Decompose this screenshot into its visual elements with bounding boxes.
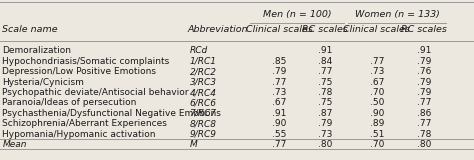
Text: 7/RC7: 7/RC7: [190, 109, 217, 118]
Text: .87: .87: [318, 109, 332, 118]
Text: RC scales: RC scales: [401, 25, 447, 34]
Text: Scale name: Scale name: [2, 25, 58, 34]
Text: .84: .84: [318, 57, 332, 66]
Text: .79: .79: [273, 67, 287, 76]
Text: .79: .79: [417, 88, 431, 97]
Text: .75: .75: [318, 78, 332, 87]
Text: .79: .79: [417, 78, 431, 87]
Text: Paranoia/Ideas of persecution: Paranoia/Ideas of persecution: [2, 98, 137, 107]
Text: Abbreviation: Abbreviation: [187, 25, 248, 34]
Text: RC scales: RC scales: [302, 25, 347, 34]
Text: .76: .76: [417, 67, 431, 76]
Text: Women (n = 133): Women (n = 133): [355, 10, 439, 19]
Text: .91: .91: [417, 46, 431, 55]
Text: M: M: [190, 140, 197, 149]
Text: .50: .50: [370, 98, 384, 107]
Text: .85: .85: [273, 57, 287, 66]
Text: .78: .78: [417, 130, 431, 139]
Text: Clinical scales: Clinical scales: [246, 25, 313, 34]
Text: .73: .73: [370, 67, 384, 76]
Text: RCd: RCd: [190, 46, 208, 55]
Text: Schizophrenia/Aberrant Experiences: Schizophrenia/Aberrant Experiences: [2, 119, 167, 128]
Text: .79: .79: [318, 119, 332, 128]
Text: .78: .78: [318, 88, 332, 97]
Text: .77: .77: [273, 78, 287, 87]
Text: .91: .91: [273, 109, 287, 118]
Text: .86: .86: [417, 109, 431, 118]
Text: Mean: Mean: [2, 140, 27, 149]
Text: .70: .70: [370, 88, 384, 97]
Text: .73: .73: [273, 88, 287, 97]
Text: .51: .51: [370, 130, 384, 139]
Text: .67: .67: [273, 98, 287, 107]
Text: Clinical scales: Clinical scales: [343, 25, 410, 34]
Text: 8/RC8: 8/RC8: [190, 119, 217, 128]
Text: Psychopathic deviate/Antisocial behavior: Psychopathic deviate/Antisocial behavior: [2, 88, 189, 97]
Text: 1/RC1: 1/RC1: [190, 57, 217, 66]
Text: Psychasthenia/Dysfunctional Negative Emotions: Psychasthenia/Dysfunctional Negative Emo…: [2, 109, 221, 118]
Text: Men (n = 100): Men (n = 100): [263, 10, 331, 19]
Text: .90: .90: [370, 109, 384, 118]
Text: .77: .77: [370, 57, 384, 66]
Text: Demoralization: Demoralization: [2, 46, 72, 55]
Text: .75: .75: [318, 98, 332, 107]
Text: 2/RC2: 2/RC2: [190, 67, 217, 76]
Text: Hypochondriasis/Somatic complaints: Hypochondriasis/Somatic complaints: [2, 57, 170, 66]
Text: .90: .90: [273, 119, 287, 128]
Text: .77: .77: [417, 119, 431, 128]
Text: Hypomania/Hypomanic activation: Hypomania/Hypomanic activation: [2, 130, 156, 139]
Text: Hysteria/Cynicism: Hysteria/Cynicism: [2, 78, 84, 87]
Text: .73: .73: [318, 130, 332, 139]
Text: .89: .89: [370, 119, 384, 128]
Text: 6/RC6: 6/RC6: [190, 98, 217, 107]
Text: .77: .77: [318, 67, 332, 76]
Text: .77: .77: [417, 98, 431, 107]
Text: .67: .67: [370, 78, 384, 87]
Text: 9/RC9: 9/RC9: [190, 130, 217, 139]
Text: 3/RC3: 3/RC3: [190, 78, 217, 87]
Text: .79: .79: [417, 57, 431, 66]
Text: .70: .70: [370, 140, 384, 149]
Text: .80: .80: [417, 140, 431, 149]
Text: .80: .80: [318, 140, 332, 149]
Text: .91: .91: [318, 46, 332, 55]
Text: Depression/Low Positive Emotions: Depression/Low Positive Emotions: [2, 67, 156, 76]
Text: .55: .55: [273, 130, 287, 139]
Text: 4/RC4: 4/RC4: [190, 88, 217, 97]
Text: .77: .77: [273, 140, 287, 149]
